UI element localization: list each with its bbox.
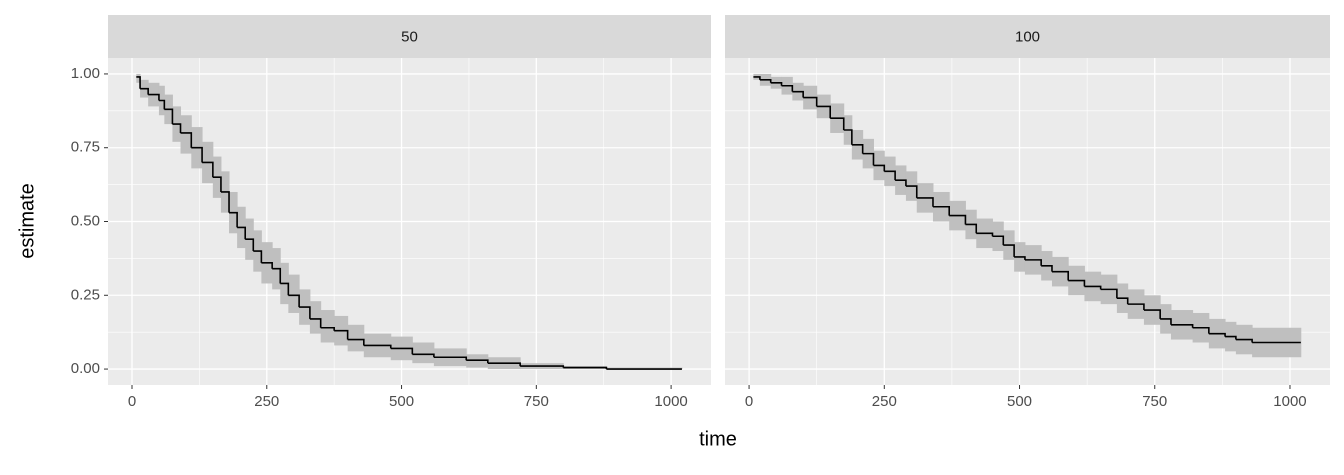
survival-step <box>1170 323 1194 328</box>
survival-step <box>949 214 967 225</box>
confidence-band <box>180 115 192 154</box>
x-tick-label: 0 <box>745 393 753 410</box>
survival-step <box>932 205 951 216</box>
survival-step <box>916 197 934 207</box>
survival-step <box>1225 335 1237 340</box>
survival-step <box>309 318 322 328</box>
survival-step <box>1127 303 1145 311</box>
survival-step <box>412 353 435 358</box>
y-tick-label: 0.00 <box>71 360 100 377</box>
y-tick-label: 1.00 <box>71 65 100 82</box>
x-tick-label: 1000 <box>1273 393 1306 410</box>
y-tick-label: 0.50 <box>71 212 100 229</box>
survival-step <box>1041 264 1053 272</box>
strip-label: 100 <box>1015 28 1040 45</box>
survival-step <box>334 329 349 340</box>
confidence-band <box>347 324 365 352</box>
survival-step <box>390 347 414 355</box>
survival-step <box>1051 270 1069 281</box>
survival-step <box>487 362 521 367</box>
x-tick-label: 0 <box>128 393 136 410</box>
x-tick-label: 250 <box>872 393 897 410</box>
survival-step <box>781 84 794 92</box>
survival-step <box>1003 244 1015 257</box>
survival-step <box>753 76 761 80</box>
survival-step <box>1143 309 1161 319</box>
strip-label: 50 <box>401 28 418 45</box>
survival-step <box>851 143 864 154</box>
survival-step <box>172 123 182 133</box>
survival-step <box>148 93 160 101</box>
x-tick-label: 250 <box>254 393 279 410</box>
survival-step <box>843 129 853 145</box>
x-tick-label: 500 <box>389 393 414 410</box>
survival-step <box>905 185 918 198</box>
survival-step <box>136 76 141 89</box>
x-tick-label: 750 <box>1142 393 1167 410</box>
survival-step <box>1208 332 1226 337</box>
survival-step <box>1100 288 1118 299</box>
survival-step <box>1014 256 1026 260</box>
survival-step <box>212 176 222 192</box>
survival-step <box>1116 297 1129 305</box>
x-tick-label: 1000 <box>654 393 687 410</box>
confidence-band <box>136 73 141 83</box>
survival-step <box>1235 338 1253 343</box>
survival-step <box>1024 259 1042 266</box>
survival-step <box>759 79 772 83</box>
x-axis-title: time <box>699 428 737 450</box>
survival-step <box>347 338 365 346</box>
survival-step <box>792 90 804 98</box>
strip <box>725 15 1330 58</box>
survival-step <box>320 326 335 331</box>
x-tick-label: 750 <box>524 393 549 410</box>
survival-step <box>976 232 994 237</box>
y-axis-title: estimate <box>16 183 38 259</box>
survival-step <box>288 294 300 308</box>
survival-step <box>299 306 311 319</box>
y-tick-label: 0.25 <box>71 286 100 303</box>
survival-step <box>191 146 203 163</box>
survival-step <box>261 262 273 269</box>
survival-step <box>158 99 166 110</box>
survival-step <box>770 81 783 86</box>
survival-step <box>245 238 255 252</box>
confidence-band <box>309 301 322 334</box>
survival-step <box>965 223 978 234</box>
survival-step <box>884 170 896 181</box>
survival-step <box>229 211 238 228</box>
survival-step <box>466 359 489 364</box>
survival-step <box>873 164 886 172</box>
confidence-band <box>320 310 335 343</box>
survival-step <box>140 87 149 95</box>
confidence-band <box>412 342 435 364</box>
y-tick-label: 0.75 <box>71 139 100 156</box>
survival-step <box>992 235 1005 246</box>
survival-step <box>1068 279 1086 287</box>
survival-step <box>895 179 907 187</box>
survival-step <box>363 344 392 349</box>
survival-step <box>237 226 247 240</box>
survival-step <box>803 96 818 107</box>
survival-step <box>816 105 832 119</box>
survival-step <box>1084 285 1102 290</box>
survival-step <box>253 250 263 263</box>
survival-step <box>180 132 193 148</box>
survival-step <box>272 267 282 284</box>
survival-step <box>433 356 468 361</box>
confidence-band <box>288 274 300 313</box>
strip <box>108 15 711 58</box>
x-tick-label: 500 <box>1007 393 1032 410</box>
survival-step <box>1160 318 1172 325</box>
survival-step <box>1192 326 1210 334</box>
survival-step <box>202 161 214 178</box>
survival-step <box>164 108 174 125</box>
survival-step <box>862 152 875 166</box>
survival-step <box>280 282 290 296</box>
survival-step <box>830 117 845 131</box>
survival-step <box>220 191 230 213</box>
